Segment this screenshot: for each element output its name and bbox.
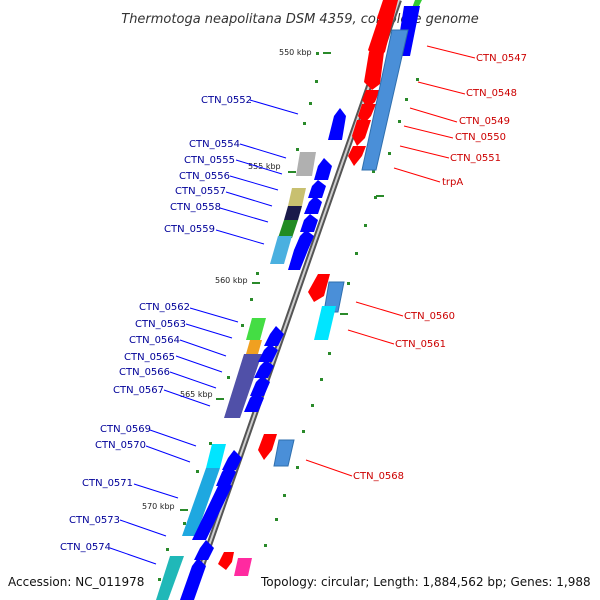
gene-CTN_0548 <box>364 52 384 90</box>
tick-label-565: 565 kbp <box>180 390 213 399</box>
gene-CTN_0566 <box>258 344 278 362</box>
gene-CTN_0552 <box>328 108 346 140</box>
gene-CTN_0571 <box>192 480 232 540</box>
tick-label-560: 560 kbp <box>215 276 248 285</box>
label-CTN_0573: CTN_0573 <box>69 515 120 526</box>
gene-CTN_0557b <box>304 196 322 214</box>
gene-CTN_0550 <box>358 104 376 124</box>
gene-steelblue-0560 <box>323 281 345 313</box>
label-CTN_0563: CTN_0563 <box>135 319 186 330</box>
label-CTN_0574: CTN_0574 <box>60 542 111 553</box>
footer-accession-bg <box>0 572 150 592</box>
gene-CTN_0560 <box>308 274 330 302</box>
reverse-strand-genes <box>156 108 346 600</box>
label-CTN_0562: CTN_0562 <box>139 302 190 313</box>
kbp-ticks: 550 kbp 555 kbp 560 kbp 565 kbp 570 kbp <box>142 48 384 511</box>
forward-strand-genes <box>218 0 422 576</box>
label-CTN_0552: CTN_0552 <box>201 95 252 106</box>
label-CTN_0567: CTN_0567 <box>113 385 164 396</box>
label-CTN_0570: CTN_0570 <box>95 440 146 451</box>
label-CTN_0566: CTN_0566 <box>119 367 170 378</box>
label-CTN_0556: CTN_0556 <box>179 171 230 182</box>
label-CTN_0547: CTN_0547 <box>476 53 527 64</box>
label-CTN_0550: CTN_0550 <box>455 132 506 143</box>
gene-CTN_0574-teal <box>156 556 184 600</box>
label-CTN_0554: CTN_0554 <box>189 139 240 150</box>
gene-CTN_0565 <box>224 354 262 418</box>
gene-CTN_0556 <box>308 180 326 198</box>
label-CTN_0560: CTN_0560 <box>404 311 455 322</box>
gene-CTN_0570 <box>222 450 242 470</box>
footer-summary-bg <box>256 572 600 592</box>
gene-trpA <box>348 146 366 166</box>
gene-CTN_0554 <box>296 152 316 176</box>
reverse-labels: CTN_0552 CTN_0554 CTN_0555 CTN_0556 CTN_… <box>60 95 252 553</box>
gene-CTN_0558b <box>300 214 318 232</box>
gene-magenta <box>234 558 252 576</box>
gene-CTN_0567b <box>244 392 264 412</box>
gene-CTN_0555 <box>314 158 332 180</box>
gene-CTN_0573 <box>194 540 214 560</box>
gene-CTN_0562 <box>246 318 266 340</box>
label-CTN_0561: CTN_0561 <box>395 339 446 350</box>
gene-CTN_0549 <box>362 90 380 108</box>
label-CTN_0565: CTN_0565 <box>124 352 175 363</box>
gene-forward-bottom <box>218 552 234 570</box>
gene-CTN_0559 <box>270 236 292 264</box>
gene-CTN_0551 <box>352 120 371 146</box>
gene-CTN_0564 <box>246 340 262 354</box>
gene-CTN_0566b <box>254 360 274 378</box>
gene-forward <box>377 0 398 26</box>
gene-steelblue-0568 <box>273 439 295 467</box>
label-CTN_0564: CTN_0564 <box>129 335 180 346</box>
gene-CTN_0547 <box>368 20 393 60</box>
gene-CTN_0574 <box>180 558 206 600</box>
gene-CTN_0559-green <box>278 220 298 238</box>
label-CTN_0555: CTN_0555 <box>184 155 235 166</box>
gene-CTN_0569 <box>206 444 226 468</box>
forward-labels: CTN_0547 CTN_0548 CTN_0549 CTN_0550 CTN_… <box>353 53 527 482</box>
label-CTN_0549: CTN_0549 <box>459 116 510 127</box>
label-CTN_0551: CTN_0551 <box>450 153 501 164</box>
label-trpA: trpA <box>442 177 463 188</box>
footer-accession: Accession: NC_011978 <box>8 575 144 589</box>
tick-label-555: 555 kbp <box>248 162 281 171</box>
map-title: Thermotoga neapolitana DSM 4359, complet… <box>121 12 479 27</box>
tick-label-570: 570 kbp <box>142 502 175 511</box>
reverse-leader-lines <box>109 99 299 565</box>
footer-summary: Topology: circular; Length: 1,884,562 bp… <box>260 575 591 589</box>
tick-label-550: 550 kbp <box>279 48 312 57</box>
label-CTN_0571: CTN_0571 <box>82 478 133 489</box>
gene-CTN_0571b <box>216 464 236 486</box>
gene-CTN_0567 <box>250 376 270 396</box>
gene-CTN_0561 <box>314 306 336 340</box>
label-CTN_0557: CTN_0557 <box>175 186 226 197</box>
gene-CTN_0568 <box>258 434 277 460</box>
gene-CTN_0559c <box>288 244 308 270</box>
forward-leader-lines <box>305 45 476 477</box>
label-CTN_0558: CTN_0558 <box>170 202 221 213</box>
label-CTN_0569: CTN_0569 <box>100 424 151 435</box>
gene-CTN_0557 <box>288 188 306 206</box>
gene-CTN_0558 <box>284 206 302 220</box>
label-CTN_0568: CTN_0568 <box>353 471 404 482</box>
gene-steelblue-long <box>361 29 409 171</box>
gene-CTN_0563 <box>264 326 284 346</box>
label-CTN_0559: CTN_0559 <box>164 224 215 235</box>
label-CTN_0548: CTN_0548 <box>466 88 517 99</box>
gene-CTN_0571-cyan <box>182 468 220 536</box>
